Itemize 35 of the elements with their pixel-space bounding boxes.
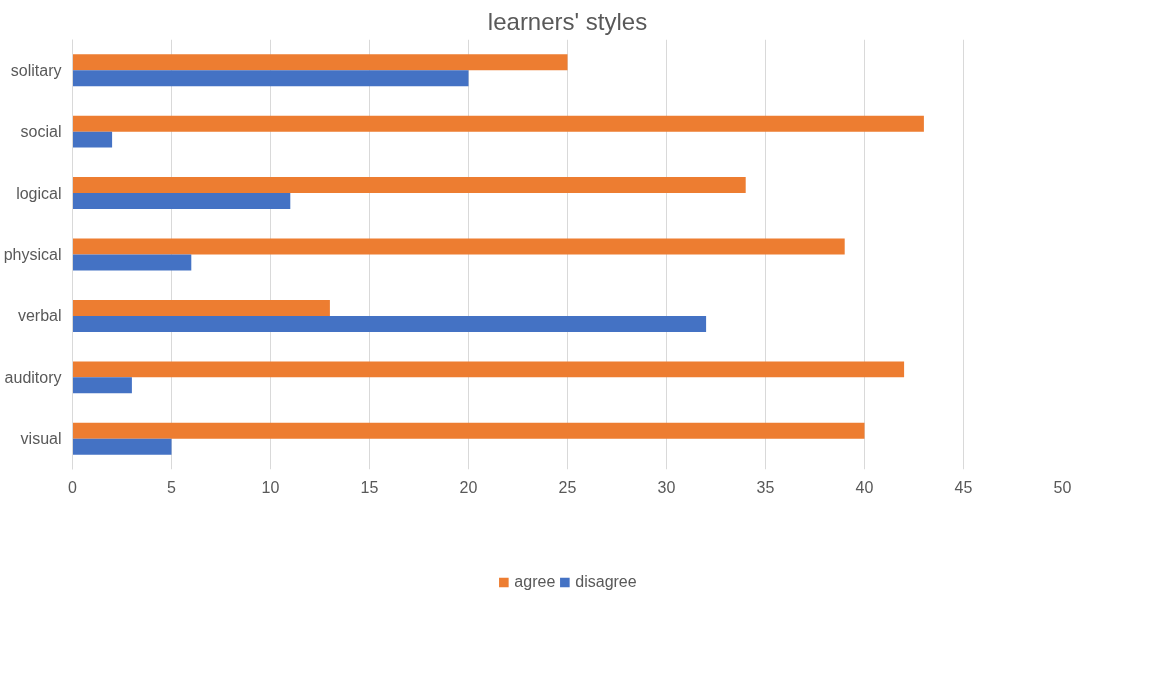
x-tick-label: 30 (657, 478, 676, 496)
x-tick-label: 10 (261, 478, 280, 496)
bar (72, 70, 469, 87)
y-tick-label: auditory (4, 368, 62, 386)
x-tick-label: 15 (360, 478, 379, 496)
bar (72, 299, 330, 316)
x-tick-label: 20 (459, 478, 478, 496)
bar (72, 238, 845, 255)
bar (72, 438, 172, 455)
y-tick-label: logical (16, 184, 62, 202)
y-tick-label: visual (20, 430, 62, 448)
bar (72, 177, 746, 194)
bar (72, 54, 568, 71)
bar (72, 315, 707, 332)
x-tick-label: 25 (558, 478, 577, 496)
bar (72, 377, 132, 394)
bar (72, 422, 865, 439)
y-tick-label: physical (3, 246, 62, 263)
bar (72, 131, 113, 148)
bar (72, 254, 192, 271)
legend-label: disagree (575, 572, 637, 591)
chart-title: learners' styles (487, 7, 648, 35)
legend-label: agree (514, 572, 556, 591)
bar (72, 361, 905, 378)
bar (72, 193, 291, 210)
bar (72, 115, 924, 132)
y-tick-label: social (20, 123, 62, 141)
y-tick-label: solitary (10, 61, 62, 79)
x-tick-label: 50 (1053, 478, 1072, 496)
y-tick-label: verbal (17, 307, 62, 325)
x-tick-label: 35 (756, 478, 775, 496)
x-tick-label: 0 (68, 478, 78, 496)
x-tick-label: 45 (954, 478, 973, 496)
x-tick-label: 40 (855, 478, 874, 496)
x-tick-label: 5 (167, 478, 177, 496)
